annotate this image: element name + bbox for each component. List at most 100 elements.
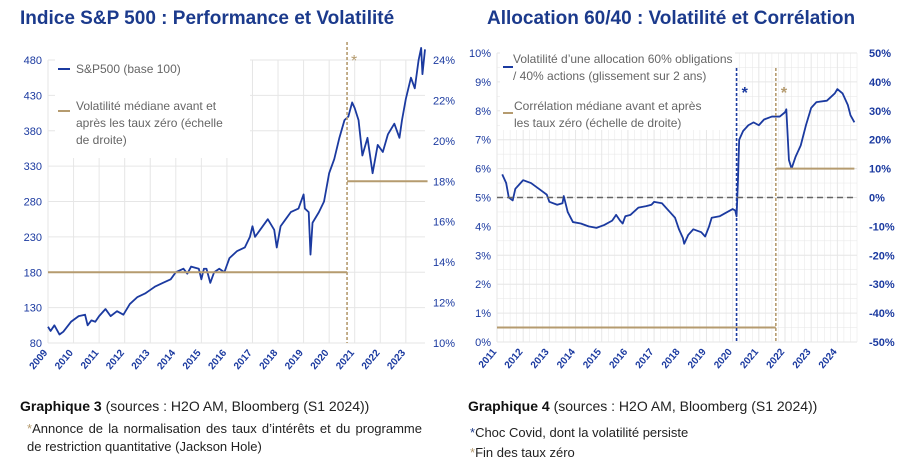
caption-right-label: Graphique 4: [468, 398, 550, 414]
x-tick-label: 2017: [634, 347, 657, 371]
y-right-tick-label: -50%: [869, 337, 895, 349]
caption-right-source: (sources : H2O AM, Bloomberg (S1 2024)): [549, 398, 818, 414]
x-tick-label: 2017: [232, 348, 255, 372]
y-left-tick-label: 10%: [469, 48, 491, 60]
legend-label-vol: Volatilité médiane avant et: [76, 99, 217, 113]
x-tick-label: 2013: [529, 347, 552, 371]
y-right-tick-label: 40%: [869, 77, 891, 89]
x-tick-label: 2021: [738, 347, 761, 371]
y-right-tick-label: 0%: [869, 193, 885, 205]
y-left-tick-label: 430: [24, 90, 42, 102]
y-right-tick-label: -30%: [869, 279, 895, 291]
vline-marker: *: [742, 85, 749, 102]
y-right-tick-label: 18%: [433, 176, 455, 188]
x-tick-label: 2010: [53, 348, 76, 372]
x-tick-label: 2023: [791, 347, 814, 371]
x-tick-label: 2009: [28, 348, 51, 372]
footnote-right-2-text: Fin des taux zéro: [475, 445, 575, 460]
y-right-tick-label: 16%: [433, 217, 455, 229]
y-left-tick-label: 8%: [475, 106, 491, 118]
x-tick-label: 2019: [283, 348, 306, 372]
footnote-star: *: [470, 445, 476, 460]
y-left-tick-label: 4%: [475, 221, 491, 233]
x-tick-label: 2022: [360, 348, 383, 372]
x-tick-label: 2011: [477, 347, 500, 371]
y-right-tick-label: 10%: [869, 164, 891, 176]
x-tick-label: 2020: [712, 347, 735, 371]
y-left-tick-label: 2%: [475, 279, 491, 291]
y-left-tick-label: 380: [24, 126, 42, 138]
series-line: [501, 88, 856, 245]
y-left-tick-label: 130: [24, 303, 42, 315]
y-left-tick-label: 180: [24, 267, 42, 279]
y-left-tick-label: 3%: [475, 250, 491, 262]
footnote-left: *Annonce de la normalisation des taux d’…: [27, 420, 422, 456]
legend-label-corr: les taux zéro (échelle de droite): [514, 116, 681, 130]
y-right-tick-label: -40%: [869, 308, 895, 320]
legend-box: [55, 58, 250, 158]
legend-label-vol: de droite): [76, 133, 127, 147]
y-right-tick-label: 10%: [433, 338, 455, 350]
caption-left-source: (sources : H2O AM, Bloomberg (S1 2024)): [101, 398, 370, 414]
x-tick-label: 2021: [334, 348, 357, 372]
y-right-tick-label: 20%: [433, 136, 455, 148]
y-right-tick-label: 20%: [869, 135, 891, 147]
y-left-tick-label: 280: [24, 197, 42, 209]
x-tick-label: 2011: [79, 348, 102, 372]
legend-label-vol: / 40% actions (glissement sur 2 ans): [513, 69, 706, 83]
y-left-tick-label: 80: [30, 338, 42, 350]
x-tick-label: 2018: [258, 348, 281, 372]
x-tick-label: 2024: [817, 347, 840, 371]
footnote-right-1-text: Choc Covid, dont la volatilité persiste: [475, 425, 689, 440]
footnote-left-text: Annonce de la normalisation des taux d’i…: [27, 421, 422, 454]
footnote-right-2: *Fin des taux zéro: [470, 444, 575, 462]
x-tick-label: 2013: [130, 348, 153, 372]
caption-left-label: Graphique 3: [20, 398, 102, 414]
x-tick-label: 2015: [181, 348, 204, 372]
y-left-tick-label: 9%: [475, 77, 491, 89]
vline-marker: *: [781, 85, 788, 102]
y-right-tick-label: 50%: [869, 48, 891, 60]
caption-right: Graphique 4 (sources : H2O AM, Bloomberg…: [468, 398, 817, 414]
y-right-tick-label: 30%: [869, 106, 891, 118]
legend-label-vol: Volatilité d’une allocation 60% obligati…: [513, 52, 733, 66]
y-left-tick-label: 0%: [475, 337, 491, 349]
footnote-star: *: [27, 421, 33, 436]
vline-marker: *: [351, 53, 357, 70]
x-tick-label: 2012: [104, 348, 127, 372]
caption-left: Graphique 3 (sources : H2O AM, Bloomberg…: [20, 398, 369, 414]
x-tick-label: 2014: [555, 347, 578, 371]
y-right-tick-label: -10%: [869, 221, 895, 233]
x-tick-label: 2014: [155, 348, 178, 372]
legend-label-sp500: S&P500 (base 100): [76, 62, 181, 76]
y-right-tick-label: 14%: [433, 257, 455, 269]
x-tick-label: 2016: [607, 347, 630, 371]
x-tick-label: 2019: [686, 347, 709, 371]
x-tick-label: 2015: [581, 347, 604, 371]
x-tick-label: 2020: [309, 348, 332, 372]
legend-label-corr: Corrélation médiane avant et après: [514, 99, 701, 113]
y-right-tick-label: 22%: [433, 95, 455, 107]
y-left-tick-label: 330: [24, 161, 42, 173]
y-right-tick-label: -20%: [869, 250, 895, 262]
legend-label-vol: après les taux zéro (échelle: [76, 116, 223, 130]
chart-title-left: Indice S&P 500 : Performance et Volatili…: [20, 8, 395, 29]
y-right-tick-label: 24%: [433, 55, 455, 67]
legend-box: [500, 48, 735, 130]
x-tick-label: 2022: [765, 347, 788, 371]
x-tick-label: 2018: [660, 347, 683, 371]
y-left-tick-label: 7%: [475, 135, 491, 147]
chart-title-right: Allocation 60/40 : Volatilité et Corréla…: [487, 8, 856, 29]
x-tick-label: 2023: [385, 348, 408, 372]
footnote-right-1: *Choc Covid, dont la volatilité persiste: [470, 424, 688, 442]
y-left-tick-label: 5%: [475, 193, 491, 205]
y-left-tick-label: 230: [24, 232, 42, 244]
x-tick-label: 2012: [503, 347, 526, 371]
series-line: [47, 47, 426, 336]
x-tick-label: 2016: [206, 348, 229, 372]
footnote-star: *: [470, 425, 476, 440]
y-left-tick-label: 480: [24, 55, 42, 67]
y-left-tick-label: 1%: [475, 308, 491, 320]
y-right-tick-label: 12%: [433, 298, 455, 310]
